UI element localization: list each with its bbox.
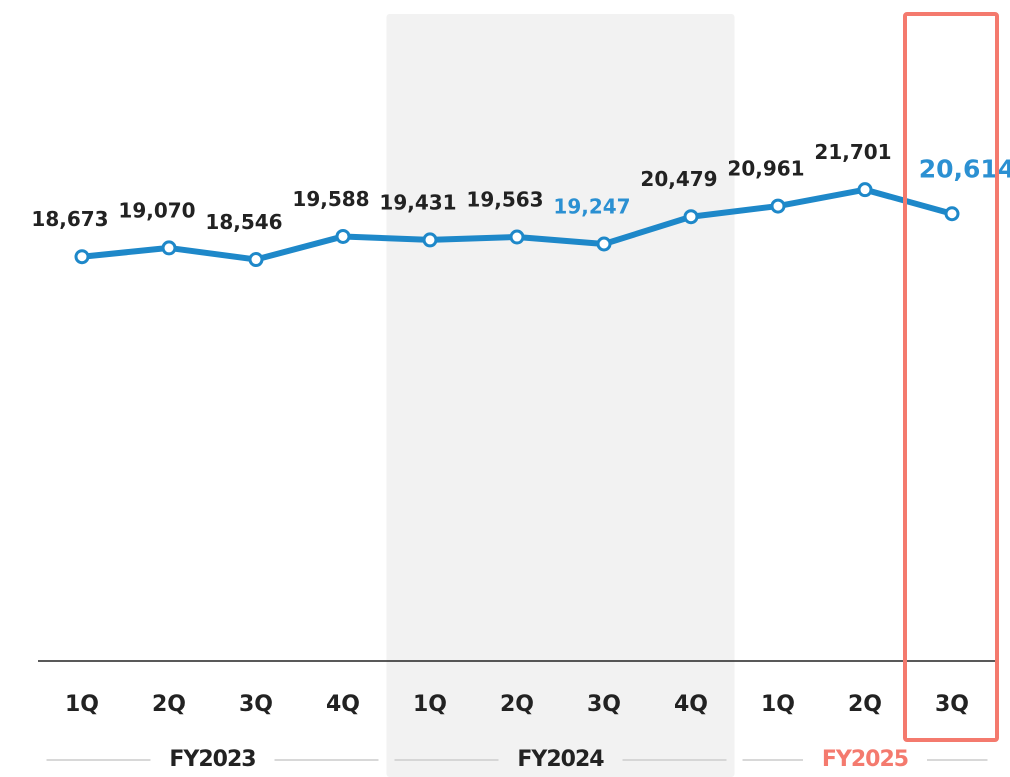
data-label: 20,961 bbox=[727, 157, 804, 181]
x-tick-label: 3Q bbox=[587, 692, 621, 717]
x-tick-label: 3Q bbox=[239, 692, 273, 717]
selection-box bbox=[903, 12, 999, 742]
x-tick-label: 1Q bbox=[761, 692, 795, 717]
data-label: 20,479 bbox=[640, 167, 717, 191]
x-tick-label: 4Q bbox=[674, 692, 708, 717]
point bbox=[857, 182, 873, 198]
x-tick-label: 2Q bbox=[152, 692, 186, 717]
data-label: 19,563 bbox=[466, 188, 543, 212]
point bbox=[248, 252, 264, 268]
data-label: 21,701 bbox=[814, 140, 891, 164]
x-tick-label: 4Q bbox=[326, 692, 360, 717]
point bbox=[509, 229, 525, 245]
x-tick-label: 1Q bbox=[65, 692, 99, 717]
point bbox=[683, 209, 699, 225]
data-label: 19,070 bbox=[118, 198, 195, 222]
point bbox=[335, 228, 351, 244]
point bbox=[161, 240, 177, 256]
x-tick-label: 1Q bbox=[413, 692, 447, 717]
point bbox=[422, 232, 438, 248]
data-label: 19,431 bbox=[379, 190, 456, 214]
point bbox=[770, 198, 786, 214]
data-label: 18,546 bbox=[205, 210, 282, 234]
x-tick-label: 2Q bbox=[848, 692, 882, 717]
group-label: FY2024 bbox=[517, 747, 604, 772]
data-label: 20,614 bbox=[919, 155, 1010, 184]
group-band bbox=[386, 14, 735, 777]
group-label: FY2023 bbox=[169, 747, 255, 772]
group-label: FY2025 bbox=[822, 747, 908, 772]
x-tick-label: 2Q bbox=[500, 692, 534, 717]
data-label: 18,673 bbox=[31, 207, 108, 231]
data-label: 19,247 bbox=[553, 194, 630, 218]
point bbox=[596, 236, 612, 252]
data-label: 19,588 bbox=[292, 187, 369, 211]
x-tick-label: 3Q bbox=[935, 692, 969, 717]
point bbox=[944, 206, 960, 222]
point bbox=[74, 249, 90, 265]
